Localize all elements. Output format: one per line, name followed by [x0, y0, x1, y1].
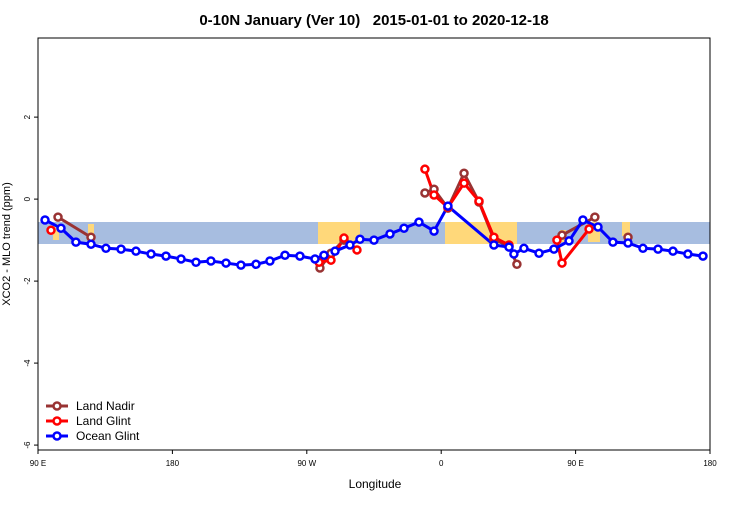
point	[590, 212, 600, 222]
point	[420, 164, 430, 174]
point	[339, 233, 349, 243]
point	[564, 236, 574, 246]
point	[459, 178, 469, 188]
x-tick-label: 90 W	[297, 459, 316, 468]
x-tick-label: 90 E	[30, 459, 46, 468]
point	[206, 256, 216, 266]
point	[236, 260, 246, 270]
legend-label: Land Nadir	[76, 399, 135, 413]
point	[40, 215, 50, 225]
point	[552, 235, 562, 245]
point	[86, 239, 96, 249]
point	[191, 257, 201, 267]
point	[399, 223, 409, 233]
legend-marker	[52, 401, 62, 411]
point	[280, 250, 290, 261]
point	[352, 245, 362, 255]
point	[512, 259, 522, 270]
land-patch	[318, 222, 360, 244]
x-tick-label: 0	[439, 459, 444, 468]
point	[698, 251, 708, 261]
point	[176, 254, 186, 264]
point	[161, 251, 171, 261]
x-tick-label: 180	[166, 459, 180, 468]
point	[429, 226, 439, 236]
point	[295, 251, 305, 261]
point	[429, 190, 439, 200]
point	[578, 215, 588, 225]
point	[116, 244, 126, 254]
point	[557, 258, 567, 268]
point	[459, 168, 469, 179]
point	[265, 256, 275, 266]
point	[474, 196, 484, 206]
point	[638, 243, 648, 254]
point	[251, 259, 261, 270]
y-tick-label: -4	[23, 359, 32, 367]
point	[385, 229, 395, 239]
land-patch	[88, 224, 94, 238]
y-tick-label: 0	[23, 196, 32, 201]
point	[330, 246, 340, 256]
point	[345, 240, 355, 250]
y-tick-label: 2	[23, 114, 32, 119]
point	[623, 238, 633, 248]
point	[310, 254, 320, 264]
point	[369, 235, 379, 245]
y-tick-label: -6	[23, 441, 32, 449]
point	[355, 234, 365, 245]
point	[146, 249, 156, 259]
point	[489, 240, 499, 250]
plot-frame	[37, 37, 711, 451]
point	[534, 248, 544, 258]
point	[653, 244, 663, 254]
point	[101, 243, 111, 254]
point	[489, 232, 499, 242]
point	[420, 188, 430, 198]
point	[56, 223, 66, 233]
point	[549, 244, 559, 254]
point	[683, 249, 693, 259]
point	[668, 246, 678, 256]
land-patch	[53, 224, 59, 240]
point	[593, 222, 603, 232]
ocean-strip	[38, 222, 710, 244]
point	[319, 250, 329, 261]
y-axis-label: XCO2 - MLO trend (ppm)	[1, 182, 13, 305]
map-strip	[38, 222, 710, 244]
point	[46, 225, 56, 236]
legend-label: Land Glint	[76, 414, 131, 428]
legend-label: Ocean Glint	[76, 429, 140, 443]
point	[584, 224, 594, 234]
chart-title: 0-10N January (Ver 10) 2015-01-01 to 202…	[199, 12, 548, 29]
land-patch	[622, 222, 630, 236]
point	[519, 243, 529, 254]
point	[608, 237, 618, 247]
point	[53, 212, 63, 222]
point	[443, 201, 453, 211]
point	[509, 249, 519, 259]
x-tick-label: 180	[703, 459, 717, 468]
point	[71, 237, 81, 247]
x-axis-label: Longitude	[349, 477, 402, 491]
point	[221, 258, 231, 268]
legend-marker	[52, 416, 62, 426]
point	[326, 255, 336, 265]
point	[414, 217, 424, 227]
y-tick-label: -2	[23, 277, 32, 285]
point	[504, 242, 514, 252]
x-tick-label: 90 E	[567, 459, 583, 468]
point	[131, 246, 141, 256]
legend-marker	[52, 431, 62, 441]
